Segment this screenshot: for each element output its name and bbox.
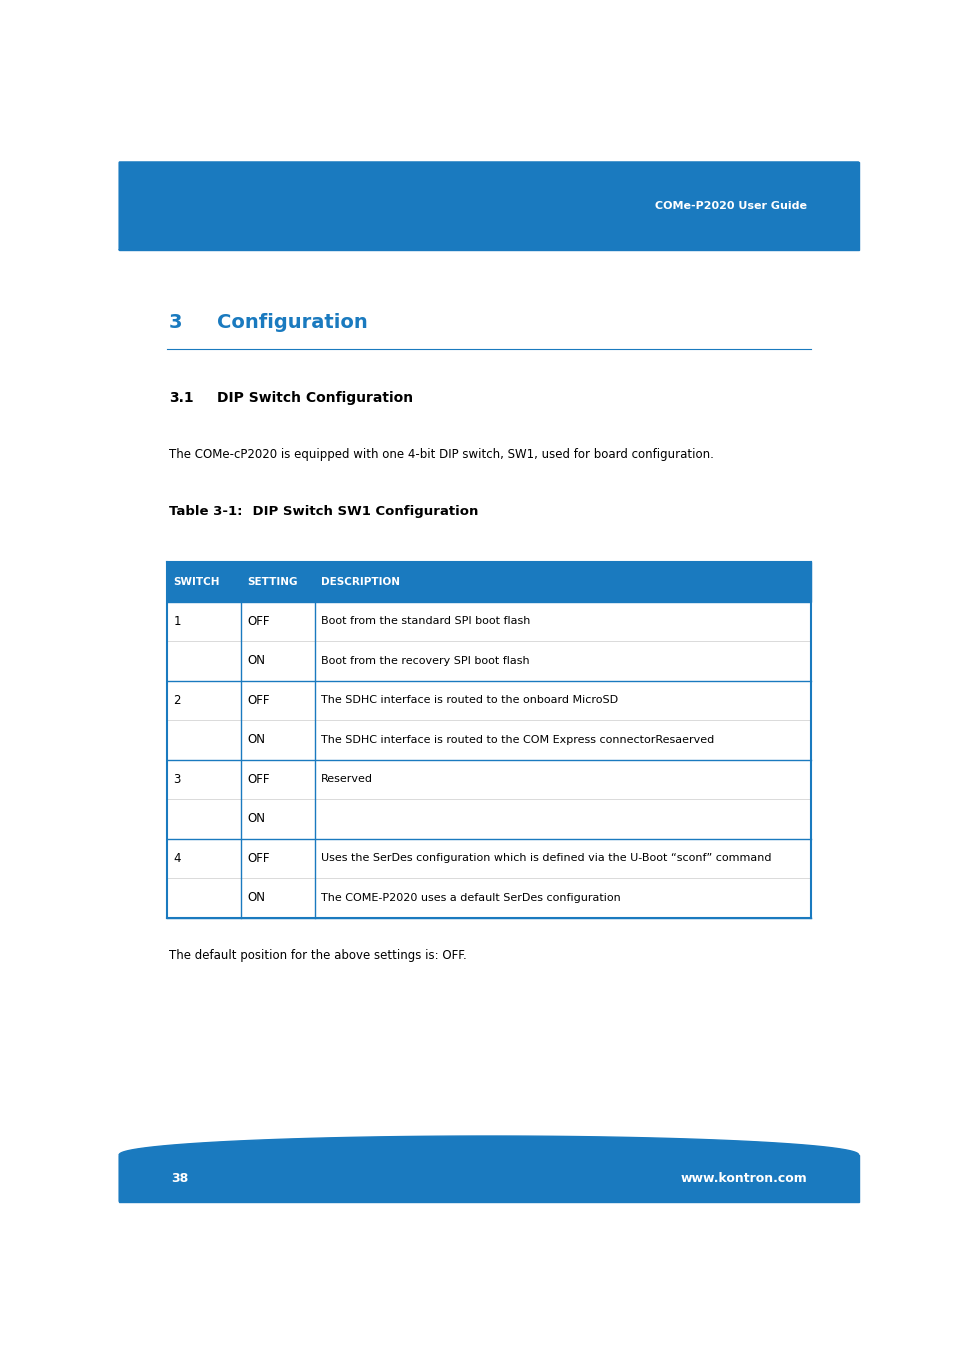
Bar — [167, 602, 810, 641]
Text: SETTING: SETTING — [247, 576, 297, 587]
Text: ON: ON — [247, 733, 265, 747]
Text: DIP Switch SW1 Configuration: DIP Switch SW1 Configuration — [233, 505, 477, 518]
Text: ON: ON — [247, 655, 265, 667]
Bar — [167, 838, 810, 879]
Text: www.kontron.com: www.kontron.com — [679, 1172, 806, 1184]
Text: 38: 38 — [171, 1172, 188, 1184]
Bar — [167, 799, 810, 838]
Text: The default position for the above settings is: OFF.: The default position for the above setti… — [169, 949, 466, 963]
Text: DIP Switch Configuration: DIP Switch Configuration — [216, 390, 413, 405]
Text: Boot from the standard SPI boot flash: Boot from the standard SPI boot flash — [321, 617, 530, 626]
Text: 3: 3 — [173, 774, 180, 786]
Text: OFF: OFF — [247, 616, 270, 628]
Polygon shape — [119, 1135, 858, 1202]
Text: The COME-P2020 uses a default SerDes configuration: The COME-P2020 uses a default SerDes con… — [321, 892, 620, 903]
Text: Uses the SerDes configuration which is defined via the U-Boot “sconf” command: Uses the SerDes configuration which is d… — [321, 853, 771, 864]
Text: 4: 4 — [173, 852, 180, 865]
Bar — [167, 641, 810, 680]
Text: ON: ON — [247, 891, 265, 904]
Text: The SDHC interface is routed to the COM Express connectorResaerved: The SDHC interface is routed to the COM … — [321, 734, 714, 745]
Text: OFF: OFF — [247, 852, 270, 865]
Bar — [167, 879, 810, 918]
Text: OFF: OFF — [247, 694, 270, 707]
Text: 3: 3 — [169, 313, 182, 332]
Text: 2: 2 — [173, 694, 180, 707]
Bar — [167, 720, 810, 760]
Text: COMe-P2020 User Guide: COMe-P2020 User Guide — [654, 201, 806, 211]
Text: DESCRIPTION: DESCRIPTION — [321, 576, 399, 587]
Text: 3.1: 3.1 — [169, 390, 193, 405]
Text: SWITCH: SWITCH — [173, 576, 219, 587]
Bar — [167, 562, 810, 602]
Bar — [119, 162, 858, 250]
Bar — [119, 1154, 858, 1202]
Text: The COMe-cP2020 is equipped with one 4-bit DIP switch, SW1, used for board confi: The COMe-cP2020 is equipped with one 4-b… — [169, 448, 713, 460]
Bar — [167, 680, 810, 720]
Text: The SDHC interface is routed to the onboard MicroSD: The SDHC interface is routed to the onbo… — [321, 695, 618, 706]
Text: Configuration: Configuration — [216, 313, 367, 332]
Text: Table 3-1:: Table 3-1: — [169, 505, 242, 518]
Text: Boot from the recovery SPI boot flash: Boot from the recovery SPI boot flash — [321, 656, 529, 666]
Text: Reserved: Reserved — [321, 775, 373, 784]
Text: ON: ON — [247, 813, 265, 825]
Text: OFF: OFF — [247, 774, 270, 786]
Polygon shape — [119, 162, 858, 250]
Text: 1: 1 — [173, 616, 180, 628]
Bar — [167, 760, 810, 799]
